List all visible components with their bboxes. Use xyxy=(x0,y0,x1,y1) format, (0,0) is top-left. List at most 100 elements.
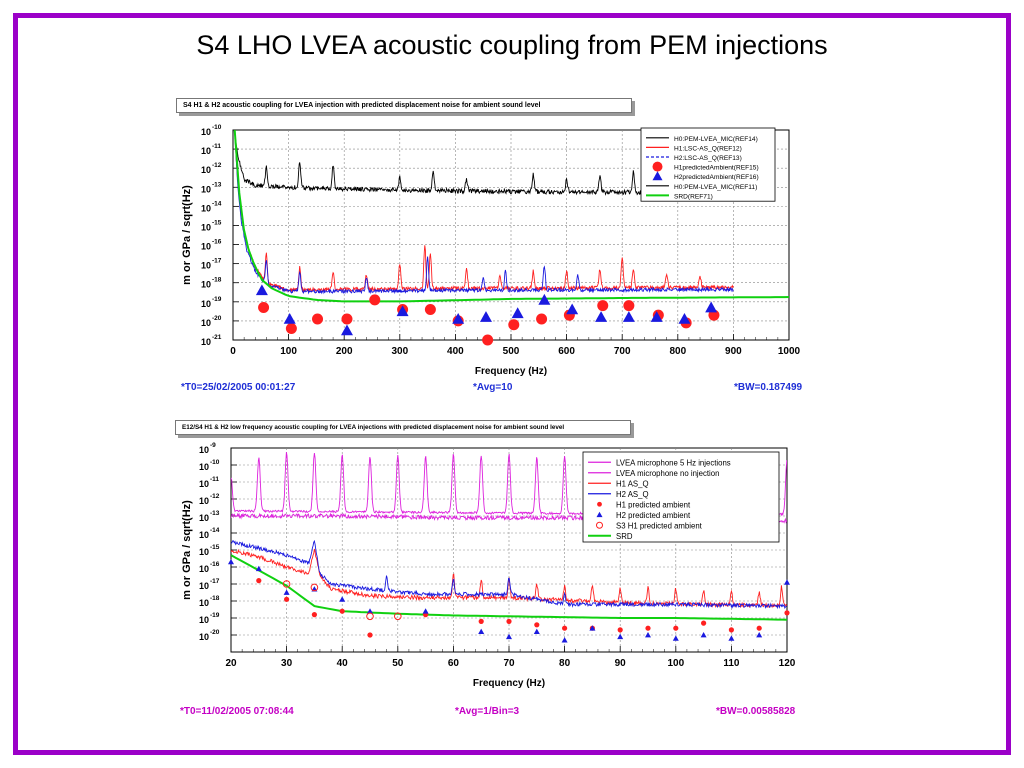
y-tick-label-exponent: -11 xyxy=(212,143,221,150)
marker-triangle xyxy=(538,293,551,305)
marker-dot xyxy=(562,625,568,631)
marker-dot xyxy=(478,618,484,624)
marker-triangle xyxy=(622,311,635,322)
marker-triangle xyxy=(452,313,465,324)
marker-dot xyxy=(367,632,373,638)
marker-triangle xyxy=(283,313,296,324)
x-tick-label: 70 xyxy=(503,658,515,669)
legend-label: H2 predicted ambient xyxy=(616,511,691,520)
legend-label: H1predictedAmbient(REF15) xyxy=(674,165,759,172)
legend-label: S3 H1 predicted ambient xyxy=(616,521,703,530)
y-tick-label-base: 10 xyxy=(199,479,209,489)
x-tick-label: 1000 xyxy=(778,346,801,357)
x-tick-label: 30 xyxy=(281,658,293,669)
y-tick-label-base: 10 xyxy=(199,632,209,642)
marker-circle xyxy=(597,300,609,312)
series-line xyxy=(234,131,734,295)
marker-triangle xyxy=(678,313,691,324)
slide-title: S4 LHO LVEA acoustic coupling from PEM i… xyxy=(196,30,828,60)
marker-dot xyxy=(534,622,540,628)
legend-label: SRD(REF71) xyxy=(674,193,713,200)
y-tick-label-exponent: -13 xyxy=(210,510,220,517)
x-tick-label: 50 xyxy=(392,658,404,669)
marker-triangle xyxy=(645,632,651,638)
marker-triangle xyxy=(367,608,373,614)
marker-triangle xyxy=(340,324,353,336)
top-footer-bw: *BW=0.187499 xyxy=(734,382,803,393)
x-axis-label: Frequency (Hz) xyxy=(473,678,545,689)
marker-dot xyxy=(728,627,735,633)
bottom-panel-title: E12/S4 H1 & H2 low frequency acoustic co… xyxy=(175,420,631,435)
y-tick-label-base: 10 xyxy=(201,165,211,175)
y-tick-label-exponent: -19 xyxy=(212,296,222,303)
marker-dot xyxy=(617,627,623,633)
series-line xyxy=(234,131,734,294)
marker-triangle xyxy=(705,301,718,313)
x-tick-label: 60 xyxy=(448,658,460,669)
marker-circle xyxy=(258,302,270,314)
x-tick-label: 300 xyxy=(391,346,408,357)
marker-dot xyxy=(339,608,345,614)
y-tick-label-base: 10 xyxy=(201,242,211,252)
y-tick-label-exponent: -10 xyxy=(212,124,222,131)
marker-dot xyxy=(311,612,317,618)
bottom-footer-avg: *Avg=1/Bin=3 xyxy=(455,706,520,717)
marker-triangle xyxy=(650,311,663,322)
y-tick-label-exponent: -16 xyxy=(210,561,220,568)
y-tick-label-base: 10 xyxy=(201,299,211,309)
y-tick-label-base: 10 xyxy=(201,146,211,156)
marker-triangle xyxy=(533,628,540,634)
marker-triangle xyxy=(479,311,492,322)
x-axis-label: Frequency (Hz) xyxy=(475,366,547,377)
marker-triangle xyxy=(672,635,679,641)
marker-triangle xyxy=(756,632,763,638)
legend-label: H2predictedAmbient(REF16) xyxy=(674,174,759,181)
y-tick-label-base: 10 xyxy=(201,318,211,328)
marker-dot xyxy=(256,578,262,584)
marker-triangle xyxy=(283,589,290,595)
x-tick-label: 200 xyxy=(336,346,353,357)
marker-dot xyxy=(645,625,651,631)
x-tick-label: 90 xyxy=(615,658,627,669)
legend-label: H0:PEM-LVEA_MIC(REF11) xyxy=(674,184,757,191)
y-tick-label-exponent: -9 xyxy=(210,442,216,449)
marker-triangle xyxy=(700,632,707,638)
marker-triangle xyxy=(396,305,409,317)
x-tick-label: 0 xyxy=(230,346,236,357)
x-tick-label: 80 xyxy=(559,658,571,669)
x-tick-label: 20 xyxy=(225,658,237,669)
legend-swatch-circle xyxy=(652,161,663,172)
marker-dot xyxy=(673,625,679,631)
legend-label: H1:LSC-AS_Q(REF12) xyxy=(674,145,742,152)
y-tick-label-exponent: -13 xyxy=(212,181,222,188)
marker-open-circle xyxy=(310,583,319,592)
marker-dot xyxy=(701,620,707,626)
y-tick-label-base: 10 xyxy=(199,547,209,557)
marker-dot xyxy=(784,610,790,616)
y-tick-label-exponent: -16 xyxy=(212,239,222,246)
y-axis-label: m or GPa / sqrt(Hz) xyxy=(181,500,193,600)
marker-triangle xyxy=(255,284,268,296)
marker-open-circle xyxy=(366,612,374,621)
marker-circle xyxy=(285,323,297,335)
y-tick-label-exponent: -15 xyxy=(212,219,222,226)
y-tick-label-base: 10 xyxy=(201,280,211,290)
bottom-footer-bw: *BW=0.00585828 xyxy=(716,706,796,717)
legend-box xyxy=(582,451,780,543)
y-tick-label-exponent: -10 xyxy=(210,459,220,466)
y-tick-label-base: 10 xyxy=(199,581,209,591)
x-tick-label: 500 xyxy=(503,346,520,357)
legend-label: LVEA microphone no injection xyxy=(616,469,719,478)
y-tick-label-base: 10 xyxy=(199,564,209,574)
marker-triangle xyxy=(561,637,568,643)
y-tick-label-base: 10 xyxy=(201,337,211,347)
x-tick-label: 100 xyxy=(667,658,684,669)
y-tick-label-base: 10 xyxy=(201,184,211,194)
y-tick-label-exponent: -18 xyxy=(212,277,222,284)
y-tick-label-base: 10 xyxy=(201,222,211,232)
marker-open-circle xyxy=(394,612,402,621)
y-tick-label-base: 10 xyxy=(199,445,209,455)
marker-triangle xyxy=(617,633,624,640)
x-tick-label: 400 xyxy=(447,346,464,357)
